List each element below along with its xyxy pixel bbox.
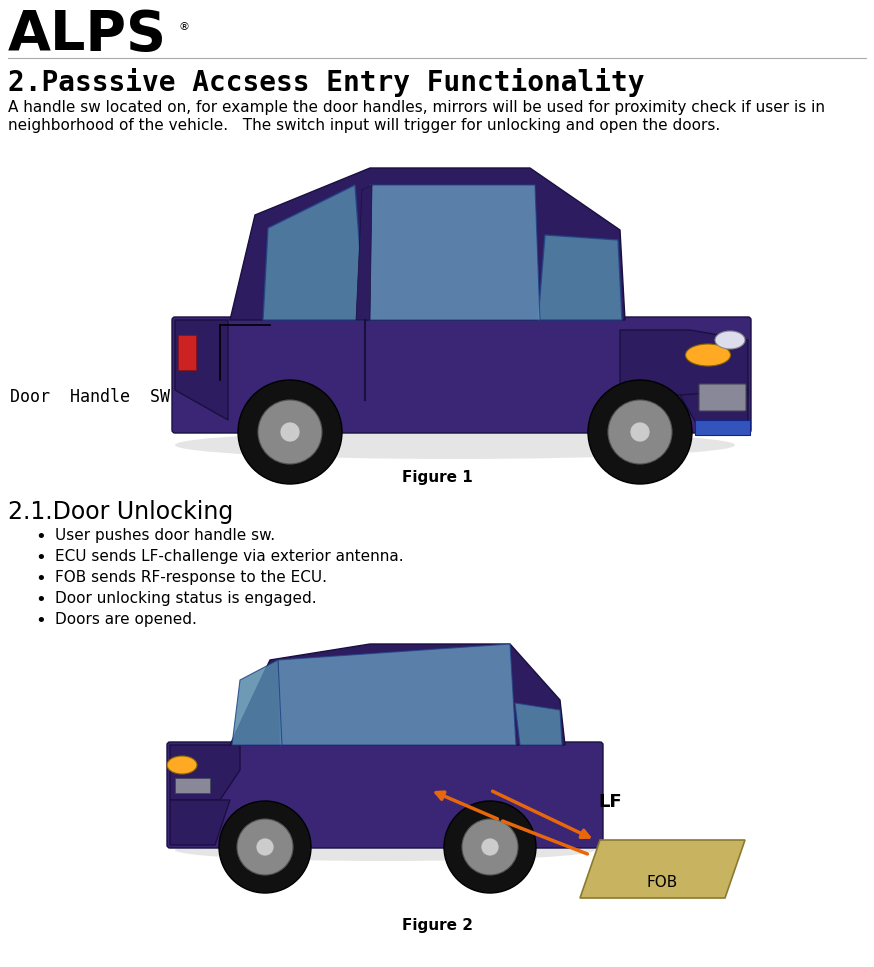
- Polygon shape: [368, 185, 540, 320]
- Circle shape: [462, 819, 518, 875]
- Polygon shape: [680, 390, 748, 430]
- Ellipse shape: [175, 431, 735, 459]
- Text: A handle sw located on, for example the door handles, mirrors will be used for p: A handle sw located on, for example the …: [8, 100, 825, 115]
- Circle shape: [256, 838, 274, 856]
- FancyBboxPatch shape: [172, 317, 751, 433]
- Text: •: •: [35, 612, 45, 630]
- Polygon shape: [170, 800, 230, 845]
- Ellipse shape: [685, 344, 731, 366]
- FancyBboxPatch shape: [699, 384, 746, 411]
- Bar: [178, 335, 196, 370]
- Polygon shape: [230, 168, 625, 320]
- Text: ALPS: ALPS: [8, 8, 167, 62]
- Text: •: •: [35, 549, 45, 567]
- Ellipse shape: [175, 839, 595, 861]
- Text: Figure 1: Figure 1: [402, 470, 472, 485]
- Text: •: •: [35, 591, 45, 609]
- Circle shape: [237, 819, 293, 875]
- Polygon shape: [263, 185, 365, 320]
- Circle shape: [280, 422, 300, 442]
- Text: LF: LF: [598, 793, 621, 811]
- Polygon shape: [170, 745, 240, 800]
- Text: ECU sends LF-challenge via exterior antenna.: ECU sends LF-challenge via exterior ante…: [55, 549, 404, 564]
- Circle shape: [258, 400, 322, 464]
- Text: 2.1.Door Unlocking: 2.1.Door Unlocking: [8, 500, 233, 524]
- Text: FOB sends RF-response to the ECU.: FOB sends RF-response to the ECU.: [55, 570, 327, 585]
- Polygon shape: [620, 330, 748, 395]
- Text: •: •: [35, 570, 45, 588]
- Polygon shape: [515, 703, 562, 745]
- Text: User pushes door handle sw.: User pushes door handle sw.: [55, 528, 275, 543]
- Bar: [695, 420, 750, 435]
- Text: Door unlocking status is engaged.: Door unlocking status is engaged.: [55, 591, 316, 606]
- Circle shape: [588, 380, 692, 484]
- Bar: [175, 778, 210, 793]
- Ellipse shape: [167, 756, 197, 774]
- Polygon shape: [356, 185, 372, 320]
- Polygon shape: [538, 235, 622, 320]
- Polygon shape: [230, 644, 565, 745]
- Text: Door  Handle  SW: Door Handle SW: [10, 388, 170, 406]
- Text: •: •: [35, 528, 45, 546]
- Text: Doors are opened.: Doors are opened.: [55, 612, 197, 627]
- Circle shape: [444, 801, 536, 893]
- Polygon shape: [580, 840, 745, 898]
- Polygon shape: [175, 320, 228, 420]
- Text: neighborhood of the vehicle.   The switch input will trigger for unlocking and o: neighborhood of the vehicle. The switch …: [8, 118, 720, 133]
- Text: RF: RF: [505, 838, 531, 856]
- Ellipse shape: [715, 331, 745, 349]
- Circle shape: [608, 400, 672, 464]
- Text: 2.Passsive Accsess Entry Functionality: 2.Passsive Accsess Entry Functionality: [8, 68, 644, 97]
- Polygon shape: [232, 660, 282, 745]
- Circle shape: [219, 801, 311, 893]
- Text: Figure 2: Figure 2: [401, 918, 473, 933]
- Circle shape: [481, 838, 499, 856]
- Text: FOB: FOB: [647, 875, 677, 890]
- Circle shape: [238, 380, 342, 484]
- Text: ®: ®: [178, 22, 189, 32]
- FancyBboxPatch shape: [167, 742, 603, 848]
- Circle shape: [630, 422, 650, 442]
- Polygon shape: [278, 644, 516, 745]
